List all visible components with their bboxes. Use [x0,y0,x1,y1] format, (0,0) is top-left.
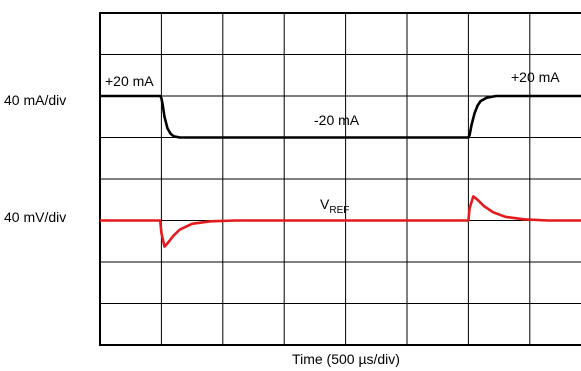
current-plus20-right-label: +20 mA [511,69,560,85]
voltage-scale-label: 40 mV/div [4,209,66,225]
grid [100,13,581,345]
vref-series-label: VREF [320,196,349,216]
vref-main-text: V [320,196,330,212]
vref-trace [100,195,581,248]
x-axis-label: Time (500 µs/div) [292,351,400,367]
current-minus20-label: -20 mA [314,112,360,128]
current-trace [100,94,581,139]
traces [100,94,581,248]
plot-frame [99,12,581,346]
current-scale-label: 40 mA/div [4,92,66,108]
current-plus20-left-label: +20 mA [105,73,154,89]
vref-subscript: REF [329,205,349,216]
